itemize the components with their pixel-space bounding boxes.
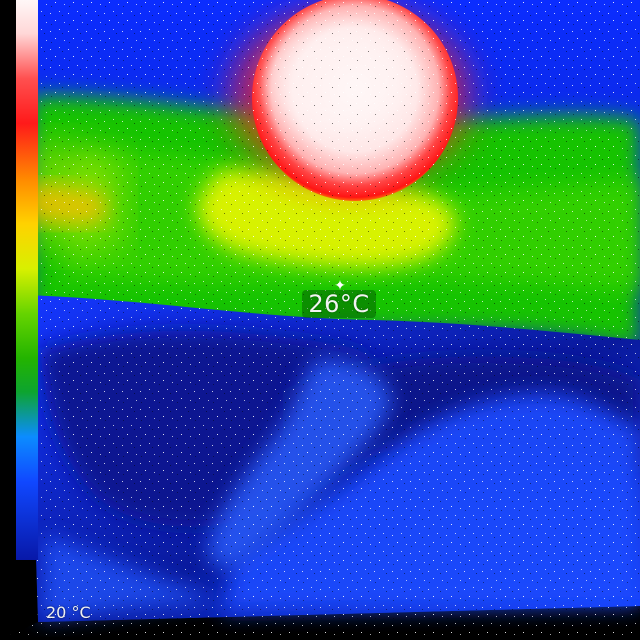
scale-minimum-label: 20 °C [46, 603, 91, 622]
temperature-scale-bar [16, 0, 38, 560]
center-temperature-readout: 26°C [302, 290, 376, 318]
crosshair-icon: ✦ [334, 278, 346, 294]
